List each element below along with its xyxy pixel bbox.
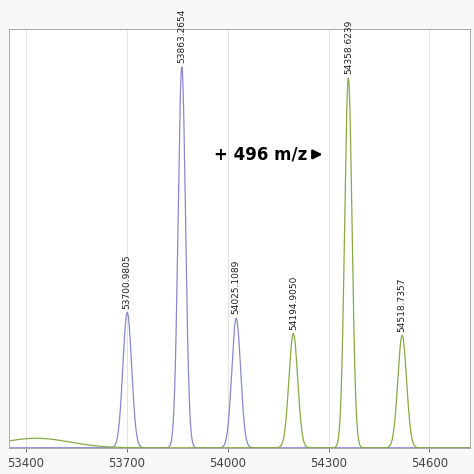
Text: 53700.9805: 53700.9805 xyxy=(123,254,132,309)
Text: 54518.7357: 54518.7357 xyxy=(398,277,407,332)
Text: 54194.9050: 54194.9050 xyxy=(289,275,298,330)
Text: 54358.6239: 54358.6239 xyxy=(344,20,353,74)
Text: 53863.2654: 53863.2654 xyxy=(177,9,186,63)
Text: + 496 m/z: + 496 m/z xyxy=(214,146,320,164)
Text: 54025.1089: 54025.1089 xyxy=(232,260,241,314)
